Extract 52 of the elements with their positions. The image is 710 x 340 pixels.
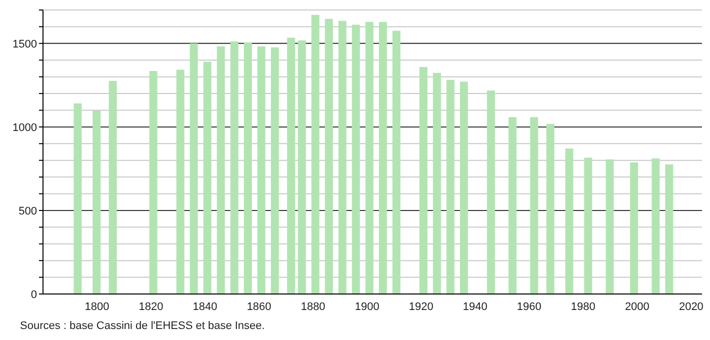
bar [584,158,592,294]
bar [257,46,266,294]
bar [244,42,252,294]
y-tick-label: 0 [30,288,37,301]
bar [546,124,554,294]
bar [108,80,117,294]
bar [216,46,225,294]
bar [352,24,360,294]
x-tick-label: 1900 [354,300,380,313]
bar [652,158,660,294]
bar [176,70,184,294]
x-tick-label: 1920 [408,300,434,313]
x-tick-label: 1940 [462,300,488,313]
y-tick-label: 1500 [12,38,37,50]
source-note: Sources : base Cassini de l'EHESS et base Insee. [20,320,265,332]
bar [508,117,517,294]
bar [365,22,374,294]
y-tick-label: 1000 [12,122,37,134]
bar [203,62,212,294]
bar [606,159,614,294]
bar [486,90,495,294]
bar [392,30,400,294]
x-tick-label: 1980 [570,300,596,313]
bar [230,41,238,294]
bar [665,164,674,294]
x-tick-label: 1960 [516,300,542,313]
bar [74,103,82,294]
bar [460,82,468,294]
x-tick-label: 1840 [192,300,218,313]
x-tick-label: 1860 [246,300,272,313]
x-tick-label: 1800 [84,300,110,313]
bar [630,162,638,294]
bar [287,38,296,294]
bar [298,40,306,294]
bar [432,72,441,294]
x-tick-label: 2020 [678,300,704,313]
bar [530,117,538,294]
bar [149,70,158,294]
bar [565,148,574,294]
bar [92,110,101,294]
x-tick-label: 1880 [300,300,326,313]
bar [419,66,428,294]
bar [446,80,454,294]
bar [324,18,333,294]
y-tick-label: 500 [18,205,37,218]
bar [378,22,387,294]
bar [270,47,279,294]
x-tick-label: 1820 [138,300,164,313]
bar [338,20,346,294]
bar [311,14,320,294]
x-tick-label: 2000 [624,300,650,313]
bar [190,43,198,294]
